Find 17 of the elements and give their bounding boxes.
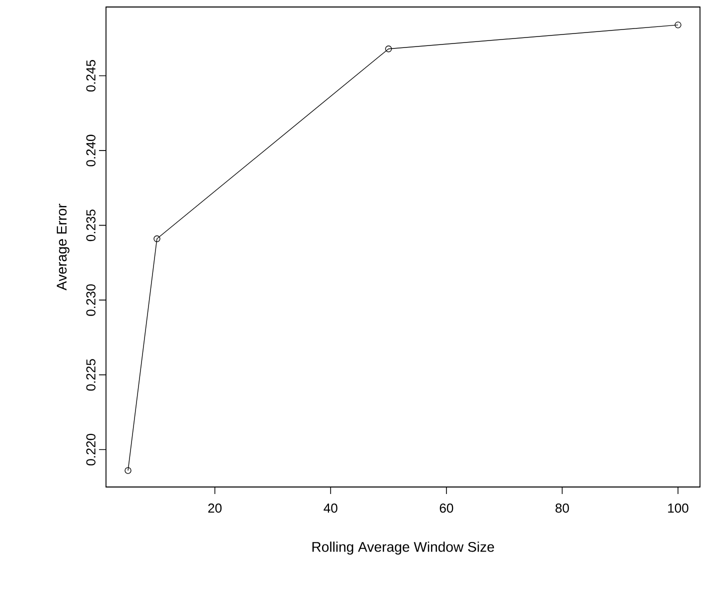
x-axis-title: Rolling Average Window Size [312, 542, 494, 555]
x-tick-label: 20 [208, 504, 222, 513]
point [154, 235, 160, 242]
y-axis-title: Average Error [56, 204, 70, 290]
y-tick-label: 0.230 [86, 284, 96, 316]
x-tick-label: 60 [440, 504, 454, 513]
point [674, 22, 682, 28]
y-tick-label: 0.225 [86, 359, 96, 391]
x-tick-label: 40 [324, 504, 338, 513]
x-tick-label: 100 [668, 504, 688, 513]
point [124, 467, 132, 474]
point [385, 46, 392, 52]
x-tick-label: 80 [556, 504, 569, 513]
y-tick-label: 0.240 [86, 134, 96, 166]
y-tick-label: 0.245 [86, 60, 96, 92]
y-tick-label: 0.220 [86, 434, 96, 466]
y-tick-label: 0.235 [86, 210, 96, 242]
